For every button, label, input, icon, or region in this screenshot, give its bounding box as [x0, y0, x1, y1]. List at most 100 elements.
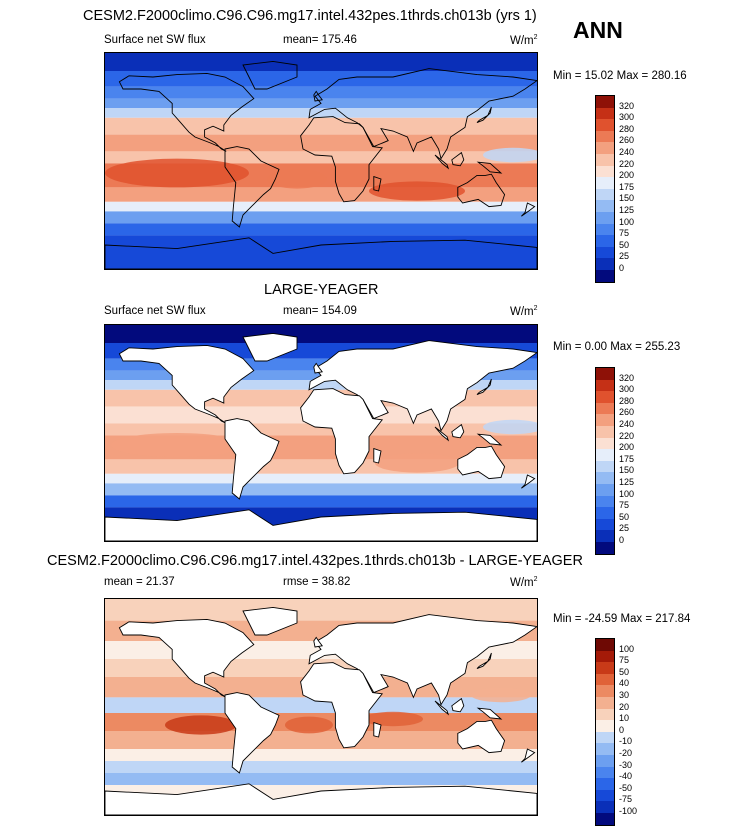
colorbar-swatch — [596, 650, 614, 663]
colorbar-tick-label: 30 — [619, 690, 630, 700]
colorbar-swatch — [596, 518, 614, 531]
coastline-japan — [476, 378, 492, 396]
field-band — [105, 473, 537, 484]
colorbar-swatch — [596, 119, 614, 131]
field-band — [105, 201, 537, 212]
panel2-variable-label: Surface net SW flux — [104, 305, 206, 317]
colorbar-swatch — [596, 696, 614, 709]
field-feature — [375, 453, 459, 473]
colorbar-swatch — [596, 789, 614, 802]
coastline-greenland — [242, 606, 298, 636]
field-feature — [363, 711, 423, 727]
coastline-australia — [457, 719, 506, 754]
colorbar-swatch — [596, 685, 614, 697]
colorbar-tick-label: -50 — [619, 782, 633, 793]
coastline-japan — [476, 652, 492, 670]
colorbar-swatch — [596, 507, 614, 519]
colorbar-tick-label: 300 — [619, 384, 635, 395]
panel1-title: CESM2.F2000climo.C96.C96.mg17.intel.432p… — [83, 8, 537, 24]
field-band — [105, 483, 537, 496]
colorbar-tick-label: 100 — [619, 216, 635, 227]
colorbar-tick-label: 50 — [619, 511, 630, 522]
panel1-colorbar: 320 300 280 260 240 220 200 175 150 125 100 75 50 25 0 — [595, 95, 634, 283]
coastline-australia — [457, 173, 506, 208]
colorbar-swatch — [596, 720, 614, 732]
coastline-new-guinea — [476, 161, 503, 174]
colorbar-tick-label: -30 — [619, 759, 633, 770]
panel2-mean-label: mean= 154.09 — [283, 305, 357, 317]
colorbar-tick-label: 260 — [619, 135, 635, 146]
colorbar-tick-label: 150 — [619, 465, 635, 476]
colorbar-swatch — [596, 165, 614, 178]
coastline-antarctica — [105, 237, 537, 269]
field-band — [105, 151, 537, 164]
panel3-title: CESM2.F2000climo.C96.C96.mg17.intel.432p… — [47, 553, 583, 569]
field-band — [105, 380, 537, 390]
colorbar-swatch — [596, 223, 614, 236]
field-band — [105, 697, 537, 713]
coastline-madagascar — [373, 721, 382, 738]
colorbar-swatch — [596, 731, 614, 744]
coastline-new-zealand — [521, 474, 536, 489]
colorbar-swatch — [596, 200, 614, 212]
coastline-south-america — [224, 692, 280, 774]
colorbar-tick-label: 100 — [619, 488, 635, 499]
colorbar-tick-label: 75 — [619, 655, 630, 666]
panel1-map — [104, 52, 538, 270]
panel1-mean-label: mean= 175.46 — [283, 34, 357, 46]
colorbar-swatch — [596, 246, 614, 259]
panel3-rmse-label: rmse = 38.82 — [283, 576, 351, 588]
field-band — [105, 108, 537, 118]
panel2-title: LARGE-YEAGER — [264, 282, 379, 298]
coastline-eurasia — [308, 68, 537, 160]
field-feature — [483, 419, 537, 435]
colorbar-swatch — [596, 541, 614, 554]
colorbar-tick-label: -40 — [619, 771, 633, 782]
coastline-new-guinea — [476, 433, 503, 446]
colorbar-tick-label: 240 — [619, 147, 635, 157]
coastline-uk — [313, 90, 324, 102]
colorbar-swatch — [596, 812, 614, 825]
season-label: ANN — [573, 17, 623, 43]
colorbar-swatch — [596, 391, 614, 403]
colorbar-tick-label: 240 — [619, 419, 635, 429]
panel1-minmax: Min = 15.02 Max = 280.16 — [553, 70, 687, 82]
colorbar-tick-label: 200 — [619, 170, 635, 181]
panel1-units: W/m2 — [510, 34, 538, 47]
coastline-sumatra — [434, 700, 450, 716]
colorbar-tick-label: 320 — [619, 372, 635, 383]
field-band — [105, 187, 537, 202]
colorbar-tick-label: 0 — [619, 724, 625, 735]
coastline-eurasia — [308, 340, 537, 432]
colorbar-tick-label: 0 — [619, 263, 625, 273]
coastline-north-america — [118, 344, 255, 424]
field-band — [105, 223, 537, 236]
coastline-sumatra — [434, 426, 450, 442]
colorbar-swatch — [596, 177, 614, 189]
colorbar-tick-label: 0 — [619, 535, 625, 545]
field-feature — [165, 715, 237, 735]
colorbar-tick-label: -75 — [619, 794, 633, 805]
panel2-map — [104, 324, 538, 542]
colorbar-tick-label: 150 — [619, 193, 635, 204]
colorbar-tick-label: -10 — [619, 736, 633, 747]
colorbar-swatch — [596, 153, 614, 166]
colorbar-tick-label: 260 — [619, 407, 635, 418]
coastline-new-zealand — [521, 748, 536, 763]
colorbar-tick-label: 220 — [619, 158, 635, 169]
field-band — [105, 773, 537, 785]
field-band — [105, 235, 537, 269]
coastline-borneo — [451, 423, 465, 439]
panel3-map — [104, 598, 538, 816]
coastline-south-america — [224, 418, 280, 500]
colorbar-swatch — [596, 662, 614, 674]
colorbar-tick-label: 50 — [619, 239, 630, 250]
colorbar-swatch — [596, 495, 614, 508]
colorbar-swatch — [596, 368, 614, 380]
colorbar-tick-label: 300 — [619, 112, 635, 123]
colorbar-swatch — [596, 379, 614, 392]
coastline-africa — [300, 388, 384, 475]
colorbar-tick-label: 20 — [619, 701, 630, 712]
coastline-borneo — [451, 151, 465, 167]
field-feature — [369, 181, 465, 201]
